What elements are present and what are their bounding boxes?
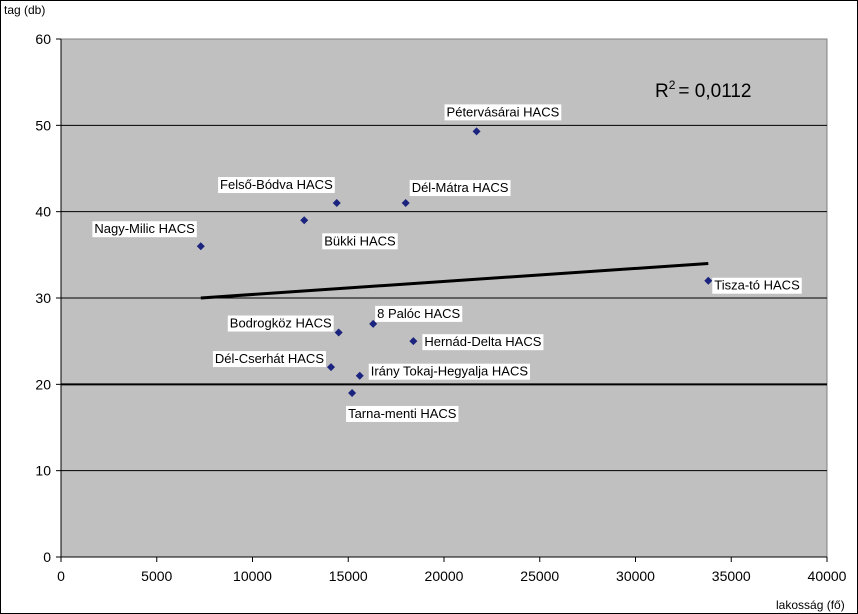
- grid-lines: [61, 124, 827, 472]
- tick-labels: 0 10 20 30 40 50 60 0 5000 10000 15000 20000 25000 30…: [35, 31, 846, 584]
- point-label-bg: [409, 180, 511, 197]
- y-axis-title: tag (db): [4, 3, 45, 17]
- x-tick-label: 5000: [141, 568, 172, 584]
- data-point: [334, 328, 343, 337]
- point-label-bg: [444, 104, 562, 121]
- x-tick-label: 0: [57, 568, 65, 584]
- r-squared-symbol: R: [655, 81, 669, 102]
- x-tick-label: 25000: [520, 568, 559, 584]
- x-tick-label: 10000: [233, 568, 272, 584]
- point-label: Tisza-tó HACS: [714, 278, 800, 293]
- point-label: 8 Palóc HACS: [377, 306, 460, 321]
- y-tick-label: 30: [35, 290, 51, 306]
- r-squared-exponent: 2: [669, 78, 676, 92]
- data-point: [472, 127, 481, 136]
- x-tick-label: 20000: [425, 568, 464, 584]
- y-tick-label: 50: [35, 117, 51, 133]
- data-point: [704, 276, 713, 285]
- trendline: [200, 261, 709, 300]
- r-squared-label: R2 = 0,0112: [655, 78, 752, 102]
- point-label-bg: [346, 405, 459, 422]
- x-tick-label: 30000: [616, 568, 655, 584]
- point-label: Felső-Bódva HACS: [220, 177, 333, 192]
- x-tick-label: 35000: [712, 568, 751, 584]
- point-label: Dél-Cserhát HACS: [215, 351, 324, 366]
- trendline-group: [200, 261, 709, 300]
- point-label-bg: [322, 233, 398, 250]
- point-label: Hernád-Delta HACS: [424, 334, 541, 349]
- point-label-bg: [375, 305, 463, 322]
- point-labels: Nagy-Milic HACS Bükki HACS Felső-Bódva HAC…: [92, 104, 802, 422]
- point-label-bg: [218, 177, 335, 194]
- data-point: [332, 199, 341, 208]
- point-label-bg: [368, 363, 531, 380]
- point-label: Bükki HACS: [324, 233, 396, 248]
- data-point: [409, 337, 418, 346]
- point-label: Irány Tokaj-Hegyalja HACS: [371, 364, 529, 379]
- point-label: Dél-Mátra HACS: [412, 180, 509, 195]
- data-point: [327, 363, 336, 372]
- y-tick-label: 20: [35, 376, 51, 392]
- point-label: Pétervásárai HACS: [447, 104, 560, 119]
- y-tick-label: 60: [35, 31, 51, 47]
- x-tick-label: 40000: [808, 568, 847, 584]
- point-label-bg: [712, 277, 802, 294]
- data-point: [348, 388, 357, 397]
- point-label: Nagy-Milic HACS: [94, 221, 195, 236]
- x-tick-label: 15000: [329, 568, 368, 584]
- r-squared-value: = 0,0112: [678, 81, 751, 102]
- y-tick-label: 0: [43, 549, 51, 565]
- point-label: Bodrogköz HACS: [230, 316, 332, 331]
- data-point: [196, 242, 205, 251]
- y-tick-label: 40: [35, 204, 51, 220]
- x-axis-title: lakosság (fő): [776, 598, 845, 612]
- data-point: [401, 199, 410, 208]
- data-point: [355, 371, 364, 380]
- data-points: [196, 127, 713, 397]
- y-tick-label: 10: [35, 463, 51, 479]
- point-label: Tarna-menti HACS: [348, 406, 457, 421]
- point-label-bg: [422, 334, 544, 351]
- point-label-bg: [227, 315, 334, 332]
- point-label-bg: [92, 221, 197, 238]
- data-point: [300, 216, 309, 225]
- point-label-bg: [212, 351, 327, 368]
